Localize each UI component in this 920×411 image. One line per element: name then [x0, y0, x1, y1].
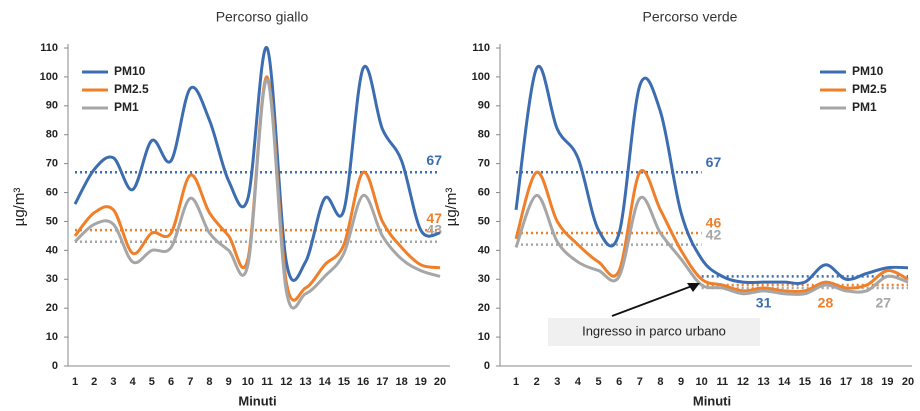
- y-tick-label: 10: [46, 331, 58, 343]
- y-axis-label: µg/m³: [11, 188, 28, 227]
- average-label: 67: [706, 154, 722, 170]
- series-line: [514, 168, 909, 294]
- x-tick-label: 18: [861, 376, 873, 388]
- y-tick-label: 90: [478, 100, 490, 112]
- x-tick-label: 20: [902, 376, 914, 388]
- x-tick-label: 2: [91, 376, 97, 388]
- arrow-head: [687, 283, 700, 292]
- x-tick-label: 11: [261, 376, 273, 388]
- x-tick-label: 13: [757, 376, 769, 388]
- x-tick-label: 1: [72, 376, 78, 388]
- x-tick-label: 1: [513, 376, 519, 388]
- y-tick-label: 90: [46, 100, 58, 112]
- legend-label: PM1: [852, 100, 877, 114]
- x-tick-label: 9: [226, 376, 232, 388]
- average-label: 47: [426, 210, 442, 226]
- average-label: 42: [706, 226, 722, 242]
- x-axis-label: Minuti: [238, 393, 276, 408]
- x-tick-label: 6: [168, 376, 174, 388]
- x-tick-label: 10: [696, 376, 708, 388]
- x-tick-label: 19: [881, 376, 893, 388]
- series-line: [514, 193, 909, 296]
- x-tick-label: 5: [149, 376, 155, 388]
- x-tick-label: 10: [242, 376, 254, 388]
- y-tick-label: 80: [46, 129, 58, 141]
- chart-title: Percorso verde: [643, 9, 738, 25]
- series-line: [73, 78, 441, 310]
- x-tick-label: 5: [595, 376, 601, 388]
- legend-label: PM2.5: [852, 82, 887, 96]
- chart-title: Percorso giallo: [216, 9, 309, 25]
- y-tick-label: 20: [478, 302, 490, 314]
- average-label: 31: [756, 295, 772, 311]
- x-tick-label: 7: [637, 376, 643, 388]
- y-tick-label: 0: [484, 360, 490, 372]
- x-tick-label: 16: [819, 376, 831, 388]
- y-tick-label: 50: [46, 215, 58, 227]
- y-tick-label: 30: [46, 273, 58, 285]
- x-tick-label: 15: [799, 376, 811, 388]
- x-tick-label: 15: [338, 376, 350, 388]
- average-label: 28: [818, 295, 834, 311]
- x-axis-label: Minuti: [693, 393, 731, 408]
- x-tick-label: 3: [554, 376, 560, 388]
- y-tick-label: 30: [478, 273, 490, 285]
- x-tick-label: 8: [657, 376, 663, 388]
- x-tick-label: 4: [575, 376, 582, 388]
- average-label: 46: [706, 215, 722, 231]
- y-axis-label: µg/m³: [443, 188, 460, 227]
- x-tick-label: 16: [357, 376, 369, 388]
- y-tick-label: 40: [46, 244, 58, 256]
- y-tick-label: 80: [478, 129, 490, 141]
- y-tick-label: 10: [478, 331, 490, 343]
- average-label: 67: [426, 152, 442, 168]
- average-label: 27: [875, 295, 891, 311]
- legend-label: PM10: [114, 64, 146, 78]
- y-tick-label: 70: [478, 158, 490, 170]
- y-tick-label: 40: [478, 244, 490, 256]
- annotation: Ingresso in parco urbano: [582, 323, 726, 338]
- y-tick-label: 70: [46, 158, 58, 170]
- x-tick-label: 9: [678, 376, 684, 388]
- x-tick-label: 12: [280, 376, 292, 388]
- y-tick-label: 60: [46, 186, 58, 198]
- x-tick-label: 20: [434, 376, 446, 388]
- legend-label: PM10: [852, 64, 884, 78]
- y-tick-label: 0: [52, 360, 58, 372]
- y-tick-label: 110: [40, 42, 58, 54]
- series-line: [73, 46, 441, 282]
- x-tick-label: 11: [716, 376, 728, 388]
- x-tick-label: 13: [299, 376, 311, 388]
- x-tick-label: 19: [415, 376, 427, 388]
- annotation-box: [548, 318, 760, 346]
- y-tick-label: 100: [472, 71, 490, 83]
- x-tick-label: 14: [778, 376, 791, 388]
- legend-label: PM1: [114, 100, 139, 114]
- x-tick-label: 17: [840, 376, 852, 388]
- x-tick-label: 18: [395, 376, 407, 388]
- x-tick-label: 8: [206, 376, 212, 388]
- x-tick-label: 6: [616, 376, 622, 388]
- y-tick-label: 60: [478, 186, 490, 198]
- x-tick-label: 12: [737, 376, 749, 388]
- x-tick-label: 7: [187, 376, 193, 388]
- y-tick-label: 20: [46, 302, 58, 314]
- x-tick-label: 14: [319, 376, 332, 388]
- x-tick-label: 2: [534, 376, 540, 388]
- x-tick-label: 17: [376, 376, 388, 388]
- y-tick-label: 100: [40, 71, 58, 83]
- x-tick-label: 4: [130, 376, 137, 388]
- y-tick-label: 110: [472, 42, 490, 54]
- annotation-arrow: [611, 285, 693, 317]
- legend-label: PM2.5: [114, 82, 149, 96]
- series-line: [514, 64, 909, 285]
- x-tick-label: 3: [110, 376, 116, 388]
- y-tick-label: 50: [478, 215, 490, 227]
